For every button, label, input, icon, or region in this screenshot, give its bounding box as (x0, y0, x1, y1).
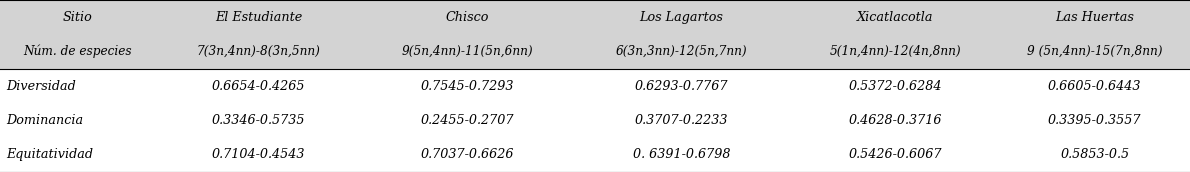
Text: Las Huertas: Las Huertas (1056, 11, 1134, 24)
Polygon shape (0, 0, 1190, 69)
Text: 0.6654-0.4265: 0.6654-0.4265 (212, 79, 306, 93)
Text: Sitio: Sitio (63, 11, 93, 24)
Text: 9 (5n,4nn)-15(7n,8nn): 9 (5n,4nn)-15(7n,8nn) (1027, 45, 1163, 58)
Text: Los Lagartos: Los Lagartos (639, 11, 724, 24)
Text: 0.5426-0.6067: 0.5426-0.6067 (848, 148, 942, 161)
Text: 9(5n,4nn)-11(5n,6nn): 9(5n,4nn)-11(5n,6nn) (401, 45, 533, 58)
Text: 0.6605-0.6443: 0.6605-0.6443 (1048, 79, 1141, 93)
Text: 0.5372-0.6284: 0.5372-0.6284 (848, 79, 942, 93)
Text: Chisco: Chisco (445, 11, 489, 24)
Text: Dominancia: Dominancia (6, 114, 83, 127)
Text: 5(1n,4nn)-12(4n,8nn): 5(1n,4nn)-12(4n,8nn) (829, 45, 962, 58)
Text: 0.3346-0.5735: 0.3346-0.5735 (212, 114, 306, 127)
Text: 0. 6391-0.6798: 0. 6391-0.6798 (633, 148, 729, 161)
Text: 6(3n,3nn)-12(5n,7nn): 6(3n,3nn)-12(5n,7nn) (615, 45, 747, 58)
Text: Xicatlacotla: Xicatlacotla (857, 11, 934, 24)
Text: 0.6293-0.7767: 0.6293-0.7767 (634, 79, 728, 93)
Text: El Estudiante: El Estudiante (215, 11, 302, 24)
Text: Núm. de especies: Núm. de especies (23, 45, 132, 58)
Text: 0.3707-0.2233: 0.3707-0.2233 (634, 114, 728, 127)
Text: 0.7545-0.7293: 0.7545-0.7293 (420, 79, 514, 93)
Text: 0.4628-0.3716: 0.4628-0.3716 (848, 114, 942, 127)
Text: 0.5853-0.5: 0.5853-0.5 (1060, 148, 1129, 161)
Text: 0.7104-0.4543: 0.7104-0.4543 (212, 148, 306, 161)
Text: 7(3n,4nn)-8(3n,5nn): 7(3n,4nn)-8(3n,5nn) (196, 45, 321, 58)
Text: Diversidad: Diversidad (6, 79, 76, 93)
Text: Equitatividad: Equitatividad (6, 148, 93, 161)
Text: 0.7037-0.6626: 0.7037-0.6626 (420, 148, 514, 161)
Text: 0.3395-0.3557: 0.3395-0.3557 (1048, 114, 1141, 127)
Text: 0.2455-0.2707: 0.2455-0.2707 (420, 114, 514, 127)
